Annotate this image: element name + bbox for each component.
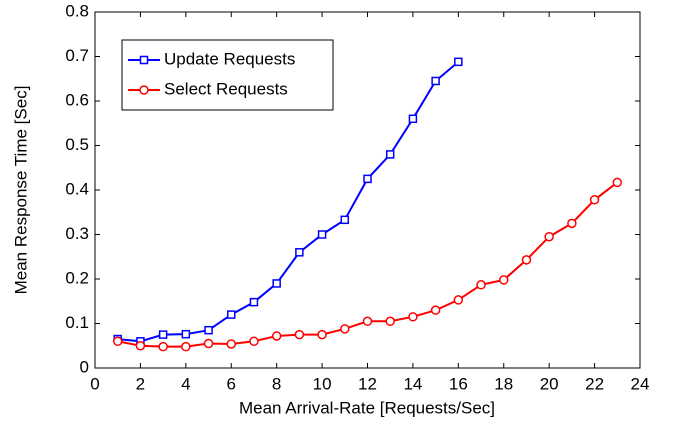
x-tick-label: 22 xyxy=(585,374,604,393)
data-point xyxy=(135,341,146,351)
legend-marker xyxy=(139,55,149,65)
x-tick-label: 2 xyxy=(136,374,145,393)
x-tick-label: 18 xyxy=(494,374,513,393)
legend-label: Update Requests xyxy=(164,49,295,68)
y-tick-label: 0.3 xyxy=(65,224,89,243)
data-point xyxy=(408,312,418,322)
x-tick-label: 0 xyxy=(90,374,99,393)
data-point xyxy=(317,230,327,239)
x-tick-label: 10 xyxy=(313,374,332,393)
x-tick-label: 12 xyxy=(358,374,377,393)
data-point xyxy=(272,279,281,288)
x-tick-label: 20 xyxy=(540,374,559,393)
data-point xyxy=(567,218,577,229)
data-point xyxy=(363,174,372,184)
data-point xyxy=(204,325,213,335)
data-point xyxy=(431,76,440,86)
data-point xyxy=(499,275,509,285)
data-point xyxy=(453,295,464,305)
data-point xyxy=(294,329,305,340)
data-point xyxy=(476,280,486,290)
data-point xyxy=(521,255,532,265)
x-tick-label: 16 xyxy=(449,374,468,393)
data-point xyxy=(203,338,214,349)
x-tick-label: 24 xyxy=(631,374,650,393)
x-axis-label: Mean Arrival-Rate [Requests/Sec] xyxy=(239,398,495,417)
data-point xyxy=(295,248,304,257)
data-point xyxy=(226,339,236,349)
series-line xyxy=(117,61,459,343)
data-point xyxy=(112,336,123,347)
legend-marker xyxy=(139,85,149,95)
x-tick-label: 8 xyxy=(272,374,281,393)
data-point xyxy=(385,316,395,327)
x-tick-label: 6 xyxy=(227,374,236,393)
data-point xyxy=(227,310,236,319)
data-point xyxy=(249,297,259,307)
y-tick-label: 0.2 xyxy=(65,268,89,287)
data-point xyxy=(589,195,600,205)
data-point xyxy=(385,150,395,159)
data-point xyxy=(158,341,168,352)
data-point xyxy=(430,305,441,315)
data-point xyxy=(340,324,350,334)
data-point xyxy=(181,329,191,339)
data-point xyxy=(158,330,168,339)
data-point xyxy=(408,114,418,124)
legend-box xyxy=(121,39,334,111)
x-tick-label: 14 xyxy=(403,374,422,393)
y-axis-label: Mean Response Time [Sec] xyxy=(11,86,30,295)
y-tick-label: 0.5 xyxy=(65,135,89,154)
data-point xyxy=(612,177,623,188)
y-tick-label: 0.7 xyxy=(65,46,89,65)
data-point xyxy=(271,331,282,341)
y-tick-label: 0.6 xyxy=(65,90,89,109)
y-tick-label: 0.8 xyxy=(65,1,89,20)
data-point xyxy=(181,341,191,352)
legend-label: Select Requests xyxy=(164,79,288,98)
y-tick-label: 0 xyxy=(80,357,89,376)
data-point xyxy=(362,316,373,327)
data-point xyxy=(340,215,350,225)
y-tick-label: 0.1 xyxy=(65,313,89,332)
data-point xyxy=(454,57,463,67)
y-tick-label: 0.4 xyxy=(65,179,89,198)
data-point xyxy=(249,336,259,347)
data-point xyxy=(317,329,327,340)
data-point xyxy=(544,231,554,242)
x-tick-label: 4 xyxy=(181,374,190,393)
